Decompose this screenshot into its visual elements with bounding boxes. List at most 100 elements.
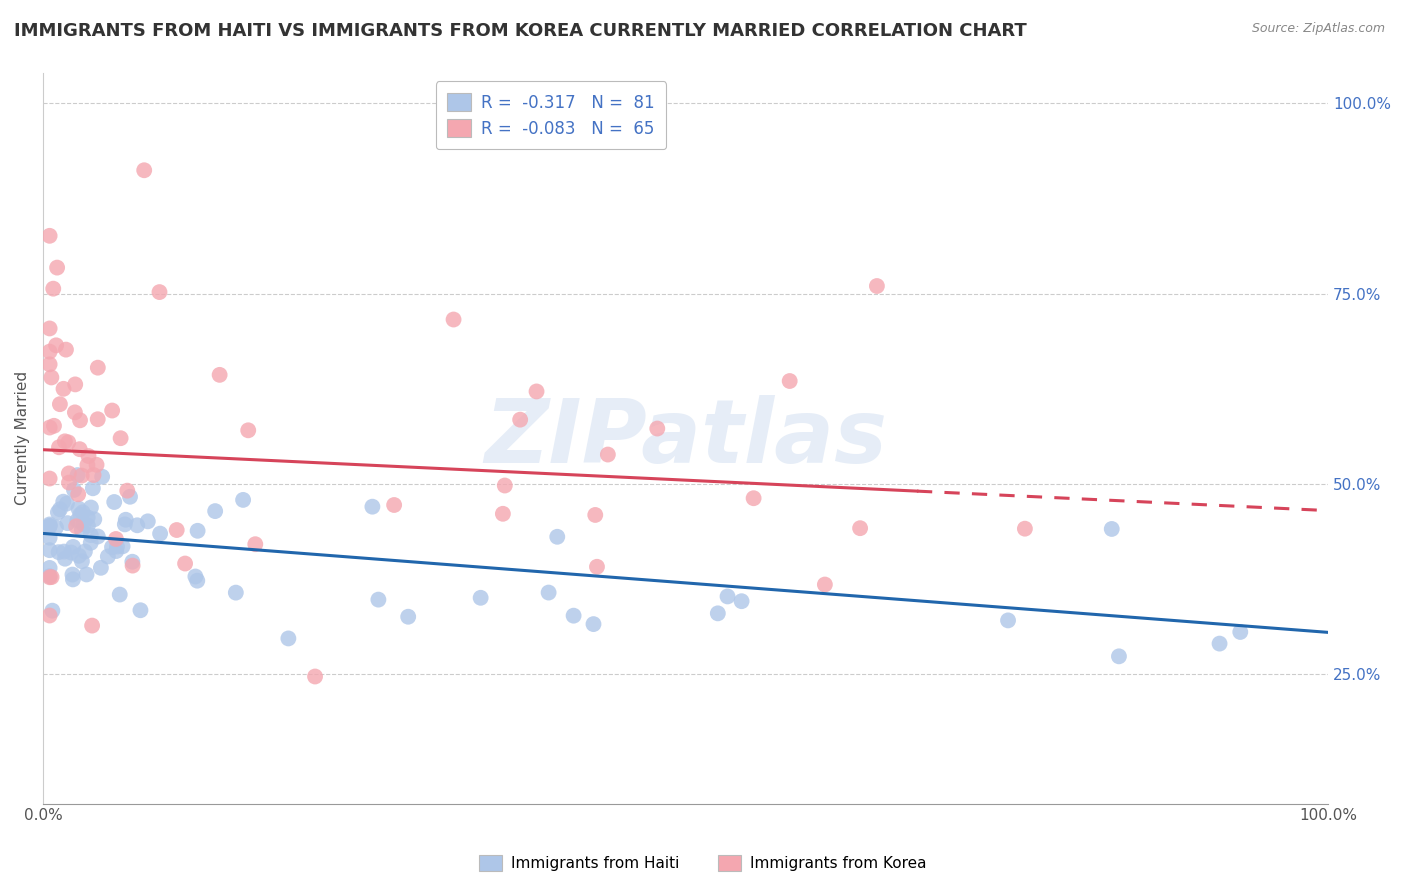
Legend: R =  -0.317   N =  81, R =  -0.083   N =  65: R = -0.317 N = 81, R = -0.083 N = 65 (436, 81, 666, 150)
Point (83, 468, 105, 483)
Point (866, 279, 889, 293)
Point (55, 343, 77, 357)
Point (60, 545, 83, 559)
Point (104, 532, 127, 546)
Point (69, 442, 91, 457)
Point (48, 440, 70, 454)
Point (67, 549, 90, 563)
Point (80, 528, 103, 542)
Point (245, 537, 267, 551)
Point (149, 526, 172, 541)
Point (105, 540, 128, 554)
Point (1108, 649, 1130, 664)
Point (38, 561, 60, 575)
Point (537, 585, 560, 599)
Point (382, 498, 405, 512)
Point (166, 523, 188, 537)
Point (67, 487, 90, 501)
Point (56, 516, 79, 530)
Point (82, 618, 104, 632)
Point (586, 559, 609, 574)
Point (1101, 522, 1123, 536)
Point (127, 518, 149, 533)
Point (70, 468, 93, 483)
Point (114, 513, 136, 527)
Point (707, 607, 730, 621)
Point (134, 163, 156, 178)
Point (849, 521, 872, 535)
Point (38, 518, 60, 533)
Point (546, 530, 568, 544)
Point (76, 510, 98, 524)
Point (187, 524, 209, 538)
Text: IMMIGRANTS FROM HAITI VS IMMIGRANTS FROM KOREA CURRENTLY MARRIED CORRELATION CHA: IMMIGRANTS FROM HAITI VS IMMIGRANTS FROM… (14, 22, 1026, 40)
Point (396, 609, 419, 624)
Point (204, 504, 226, 518)
Point (367, 592, 389, 607)
Point (38, 357, 60, 371)
Point (1208, 637, 1230, 651)
Text: ZIPatlas: ZIPatlas (484, 395, 887, 482)
Point (562, 608, 585, 623)
Point (38, 517, 60, 532)
Point (38, 344, 60, 359)
Point (58, 435, 80, 450)
Point (110, 431, 132, 445)
Point (129, 603, 152, 617)
Point (526, 384, 548, 399)
Point (232, 492, 254, 507)
Point (716, 590, 738, 604)
Point (136, 514, 159, 528)
Point (62, 573, 84, 587)
Point (38, 228, 60, 243)
Point (38, 519, 60, 533)
Point (148, 285, 170, 299)
Point (225, 585, 247, 599)
Point (470, 591, 492, 605)
Point (63, 405, 86, 419)
Point (114, 517, 136, 532)
Point (62, 540, 84, 554)
Point (121, 558, 143, 573)
Point (72, 505, 94, 519)
Point (76, 458, 98, 472)
Point (184, 569, 207, 583)
Point (42, 418, 65, 433)
Point (238, 423, 260, 437)
Point (69, 508, 91, 522)
Point (583, 508, 606, 522)
Point (101, 540, 124, 554)
Point (103, 495, 125, 509)
Point (80, 536, 103, 550)
Point (87, 360, 110, 375)
Point (38, 543, 60, 558)
Point (38, 531, 60, 545)
Point (80, 500, 103, 515)
Point (121, 555, 143, 569)
Point (38, 569, 60, 583)
Point (66, 514, 89, 528)
Point (509, 412, 531, 426)
Point (83, 512, 105, 526)
Point (73, 517, 96, 532)
Point (443, 312, 465, 326)
Point (56, 496, 79, 510)
Point (53, 434, 76, 449)
Point (492, 507, 515, 521)
Point (48, 545, 70, 559)
Point (101, 403, 124, 417)
Point (814, 577, 837, 591)
Point (76, 567, 98, 582)
Point (1229, 624, 1251, 639)
Point (63, 483, 86, 497)
Point (108, 588, 131, 602)
Point (361, 500, 384, 514)
Point (62, 567, 84, 582)
Point (117, 483, 139, 498)
Point (105, 544, 128, 558)
Point (38, 471, 60, 485)
Point (66, 468, 89, 483)
Point (277, 632, 299, 646)
Point (46, 505, 69, 519)
Point (52, 382, 75, 396)
